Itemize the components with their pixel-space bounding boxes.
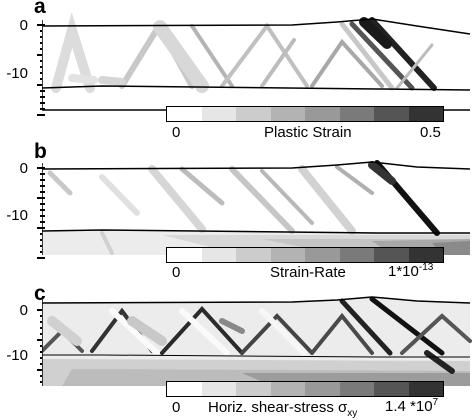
colorbar-plastic-strain <box>166 106 444 122</box>
colorbar-min-label: 0 <box>172 264 181 281</box>
ruler-tick <box>37 309 45 311</box>
panel-label: c <box>34 282 46 305</box>
colorbar-swatch <box>236 382 271 396</box>
y-tick-label: -10 <box>6 347 28 364</box>
colorbar-swatch <box>339 382 374 396</box>
colorbar-swatch <box>374 248 409 262</box>
colorbar-swatch <box>167 248 202 262</box>
colorbar-swatch <box>374 107 409 121</box>
ruler-tick <box>37 227 45 229</box>
colorbar-swatch <box>305 248 340 262</box>
ruler-tick <box>37 257 45 259</box>
panel-b: b 0 -10 0 Strain-Rate 1*10-13 <box>0 140 474 283</box>
ruler-tick <box>37 84 45 86</box>
colorbar-swatch <box>408 107 443 121</box>
panel-a: a 0 -10 0 Plastic Strain 0.5 <box>0 0 474 141</box>
colorbar-title: Strain-Rate <box>270 264 346 281</box>
colorbar-swatch <box>270 107 305 121</box>
ruler-tick <box>37 339 45 341</box>
colorbar-swatch <box>270 382 305 396</box>
colorbar-swatch <box>305 107 340 121</box>
panel-label: b <box>34 140 47 163</box>
panel-label: a <box>34 0 46 18</box>
ruler-tick <box>37 24 45 26</box>
shear-stress-field <box>42 296 472 386</box>
y-tick-label: 0 <box>19 302 28 319</box>
colorbar-swatch <box>167 107 202 121</box>
colorbar-swatch <box>201 107 236 121</box>
colorbar-swatch <box>270 248 305 262</box>
ruler-tick <box>37 167 45 169</box>
colorbar-swatch <box>167 382 202 396</box>
colorbar-min-label: 0 <box>172 399 181 416</box>
colorbar-swatch <box>408 382 443 396</box>
colorbar-strain-rate <box>166 247 444 263</box>
colorbar-swatch <box>201 248 236 262</box>
colorbar-max-label: 1*10-13 <box>388 262 434 280</box>
plastic-strain-field <box>42 12 471 111</box>
ruler-tick <box>37 54 45 56</box>
colorbar-shear-stress <box>166 381 444 397</box>
colorbar-swatch <box>339 107 374 121</box>
ruler-tick <box>37 369 45 371</box>
colorbar-swatch <box>305 382 340 396</box>
ruler-tick <box>37 197 45 199</box>
colorbar-swatch <box>201 382 236 396</box>
y-tick-label: -10 <box>6 65 28 82</box>
colorbar-min-label: 0 <box>172 124 181 141</box>
y-tick-label: 0 <box>19 17 28 34</box>
colorbar-swatch <box>374 382 409 396</box>
colorbar-max-label: 1.4 *107 <box>385 397 439 415</box>
colorbar-swatch <box>408 248 443 262</box>
panel-c: c 0 -10 0 Horiz. shea <box>0 282 474 420</box>
colorbar-title: Horiz. shear-stress σxy <box>208 399 358 419</box>
colorbar-swatch <box>339 248 374 262</box>
y-tick-label: -10 <box>6 207 28 224</box>
colorbar-max-label: 0.5 <box>420 124 441 141</box>
ruler-tick <box>37 114 45 116</box>
colorbar-title: Plastic Strain <box>264 124 352 141</box>
colorbar-swatch <box>236 248 271 262</box>
y-tick-label: 0 <box>19 160 28 177</box>
colorbar-swatch <box>236 107 271 121</box>
